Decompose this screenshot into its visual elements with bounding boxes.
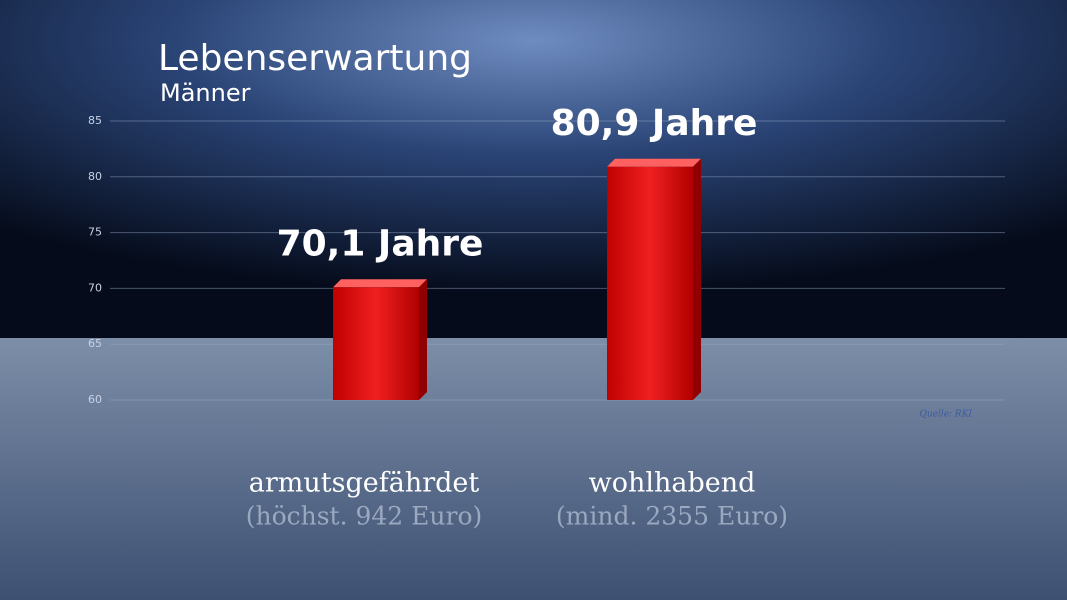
value-label: 80,9 Jahre bbox=[551, 103, 758, 144]
bar bbox=[607, 166, 693, 400]
y-tick-label: 60 bbox=[88, 393, 102, 406]
y-tick-label: 65 bbox=[88, 337, 102, 350]
y-tick-label: 85 bbox=[88, 114, 102, 127]
source: Quelle: RKI bbox=[919, 410, 972, 420]
y-tick-label: 70 bbox=[88, 281, 102, 294]
bar-side bbox=[693, 158, 701, 400]
background-floor bbox=[0, 338, 1067, 600]
category-note: (höchst. 942 Euro) bbox=[246, 502, 483, 531]
background-wall bbox=[0, 0, 1067, 338]
chart-title: Lebenserwartung bbox=[158, 38, 472, 79]
chart-subtitle: Männer bbox=[160, 79, 251, 107]
bar-top bbox=[333, 279, 427, 288]
value-label: 70,1 Jahre bbox=[277, 223, 484, 264]
y-tick-label: 80 bbox=[88, 170, 102, 183]
bar-top bbox=[607, 158, 701, 167]
bar-side bbox=[419, 279, 427, 400]
x-tick-label: armutsgefährdet bbox=[249, 468, 480, 499]
y-tick-label: 75 bbox=[88, 226, 102, 239]
bar bbox=[333, 287, 419, 400]
x-tick-label: wohlhabend bbox=[589, 468, 756, 499]
category-note: (mind. 2355 Euro) bbox=[556, 502, 788, 531]
